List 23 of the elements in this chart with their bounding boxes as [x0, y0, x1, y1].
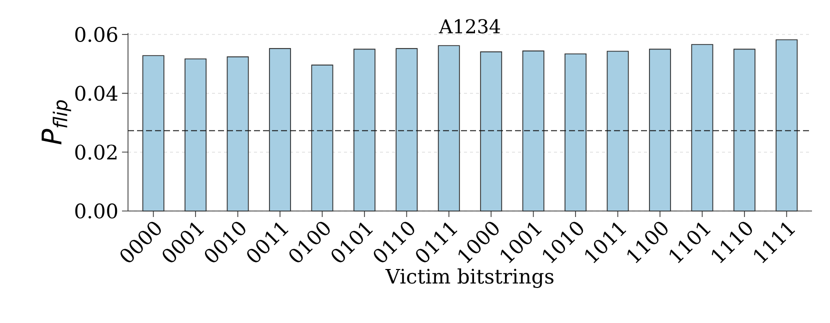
bar [776, 39, 798, 212]
bar [438, 45, 460, 212]
y-tick-label: 0.06 [75, 26, 118, 42]
bar [564, 53, 587, 212]
bar [311, 64, 334, 212]
y-tick-label: 0.04 [75, 86, 118, 101]
bar [649, 48, 671, 212]
bar [353, 48, 376, 212]
y-tick-label: 0.02 [75, 144, 117, 160]
bar [606, 50, 629, 212]
bar [142, 55, 164, 212]
bar [226, 56, 249, 212]
bar [396, 48, 418, 212]
bar [269, 48, 291, 212]
y-axis-title: P$_{flip}$ [42, 100, 72, 144]
bar [522, 50, 544, 212]
bar [691, 44, 714, 212]
chart-title: A1234 [438, 19, 500, 34]
bar [480, 51, 502, 212]
y-tick-label: 0.00 [75, 203, 118, 219]
bar [184, 58, 207, 212]
bar [733, 48, 756, 212]
x-axis-title: Victim bitstrings [385, 268, 554, 288]
